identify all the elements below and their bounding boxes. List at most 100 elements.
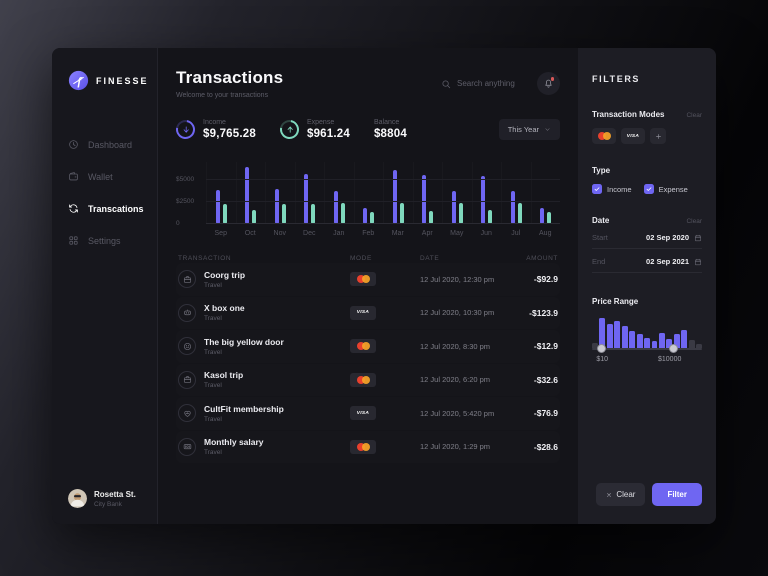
x-tick-label: Dec	[303, 230, 316, 237]
stat-label: Expense	[306, 119, 335, 126]
mastercard-badge	[350, 439, 376, 454]
x-tick-label: Jan	[333, 230, 345, 237]
table-row[interactable]: CultFit membership Travel VISA 12 Jul 2020,…	[176, 397, 560, 430]
date-clear-link[interactable]: Clear	[686, 218, 702, 225]
transaction-date: 12 Jul 2020, 10:30 pm	[420, 308, 495, 318]
bar-income	[245, 167, 250, 224]
transaction-modes-section: Transaction Modes Clear	[592, 110, 702, 119]
arrow-down-icon	[182, 126, 190, 134]
bar-expense	[429, 211, 434, 224]
table-row[interactable]: The big yellow door Travel 12 Jul 2020, 8:…	[176, 330, 560, 363]
notifications-button[interactable]	[537, 72, 560, 95]
slider-handle-max[interactable]	[669, 344, 679, 353]
add-mode-chip[interactable]	[650, 128, 666, 144]
sidebar: f FINESSE Dashboard Wallet Transcations Set…	[52, 48, 158, 524]
table-row[interactable]: Kasol trip Travel 12 Jul 2020, 6:20 pm -$32…	[176, 364, 560, 397]
sidebar-item-wallet[interactable]: Wallet	[68, 171, 157, 182]
bar-income	[422, 175, 427, 224]
bar-expense	[340, 203, 345, 224]
chart-month-group	[383, 162, 413, 224]
settings-icon	[68, 235, 79, 246]
profile-subtitle: City Bank	[94, 500, 122, 508]
table-header: TRANSACTION MODE DATE AMOUNT	[176, 255, 560, 262]
chart-month-group	[442, 162, 472, 224]
col-date: DATE	[420, 255, 440, 262]
date-end-field[interactable]: End 02 Sep 2021	[592, 249, 702, 273]
stat-value: $9,765.28	[203, 128, 256, 140]
histogram-bar	[636, 334, 643, 348]
transaction-title: CultFit membership	[204, 403, 284, 414]
date-start-field[interactable]: Start 02 Sep 2020	[592, 225, 702, 249]
modes-clear-link[interactable]: Clear	[686, 112, 702, 119]
y-tick-label: $2500	[176, 197, 195, 205]
visa-chip[interactable]: VISA	[621, 128, 645, 144]
transaction-category: Travel	[204, 382, 222, 390]
transactions-table: TRANSACTION MODE DATE AMOUNT Coorg trip T…	[176, 255, 560, 463]
transaction-date: 12 Jul 2020, 12:30 pm	[420, 274, 495, 284]
transaction-title: Monthly salary	[204, 437, 264, 448]
search-icon	[441, 79, 451, 89]
x-tick-label: Jul	[511, 230, 521, 237]
visa-badge: VISA	[350, 305, 376, 320]
bar-expense	[458, 203, 463, 224]
x-tick-label: Feb	[362, 230, 375, 237]
transaction-category: Travel	[204, 415, 222, 423]
profile-name: Rosetta St.	[94, 489, 136, 499]
chart-month-group	[265, 162, 295, 224]
stat-expense: Expense $961.24	[276, 116, 350, 143]
histogram-bar	[658, 333, 665, 348]
sidebar-item-settings[interactable]: Settings	[68, 235, 157, 246]
transaction-date: 12 Jul 2020, 6:20 pm	[420, 375, 491, 385]
app-window: f FINESSE Dashboard Wallet Transcations Set…	[52, 48, 716, 524]
visa-badge: VISA	[350, 406, 376, 421]
search-input[interactable]	[457, 79, 525, 88]
type-label: Type	[592, 166, 611, 175]
slider-track[interactable]	[592, 344, 702, 353]
expense-checkbox[interactable]: Expense	[643, 184, 688, 194]
table-row[interactable]: Monthly salary Travel 12 Jul 2020, 1:29 pm…	[176, 431, 560, 464]
stat-value: $8804	[373, 128, 407, 140]
search-bar[interactable]	[441, 79, 525, 89]
heart-icon	[178, 404, 196, 423]
histogram-bar	[688, 340, 695, 348]
visa-icon: VISA	[626, 133, 640, 139]
bar-expense	[311, 204, 316, 224]
user-profile[interactable]: Rosetta St. City Bank	[68, 489, 157, 508]
transaction-date: 12 Jul 2020, 1:29 pm	[420, 442, 491, 452]
table-row[interactable]: Coorg trip Travel 12 Jul 2020, 12:30 pm -$9…	[176, 263, 560, 296]
apply-filter-button[interactable]: Filter	[652, 483, 702, 506]
stat-balance: Balance $8804	[374, 119, 407, 140]
slider-handle-min[interactable]	[596, 344, 606, 353]
clear-filters-button[interactable]: Clear	[596, 483, 646, 506]
x-tick-label: Mar	[391, 230, 404, 237]
transaction-amount: -$123.9	[529, 307, 558, 318]
bar-income	[333, 191, 338, 224]
histogram-bar	[606, 324, 613, 348]
checkbox-checked-icon	[643, 184, 654, 194]
y-tick-label: $5000	[176, 175, 195, 183]
transaction-category: Travel	[204, 281, 222, 289]
chart-month-group	[531, 162, 561, 224]
transaction-title: Coorg trip	[204, 269, 246, 280]
chart-month-group	[206, 162, 236, 224]
stat-label: Balance	[373, 119, 400, 126]
transaction-category: Travel	[204, 449, 222, 457]
bar-expense	[399, 203, 404, 224]
mastercard-chip[interactable]	[592, 128, 616, 144]
date-label: Date	[592, 216, 610, 225]
sidebar-item-dashboard[interactable]: Dashboard	[68, 139, 157, 150]
bar-expense	[547, 212, 552, 224]
income-checkbox[interactable]: Income	[592, 184, 632, 194]
clear-button-label: Clear	[616, 490, 636, 499]
expense-check-label: Expense	[658, 184, 688, 194]
price-range-slider: $10 $10000	[592, 318, 703, 380]
chart-month-group	[501, 162, 531, 224]
x-tick-label: Apr	[421, 230, 433, 237]
table-row[interactable]: X box one Travel VISA 12 Jul 2020, 10:30 pm…	[176, 297, 560, 330]
period-selector[interactable]: This Year	[498, 119, 560, 140]
range-max-label: $10000	[658, 356, 682, 363]
income-ring-icon	[172, 116, 199, 143]
end-value: 02 Sep 2021	[646, 257, 689, 266]
sidebar-nav: Dashboard Wallet Transcations Settings	[68, 139, 157, 246]
sidebar-item-transcations[interactable]: Transcations	[68, 203, 157, 214]
